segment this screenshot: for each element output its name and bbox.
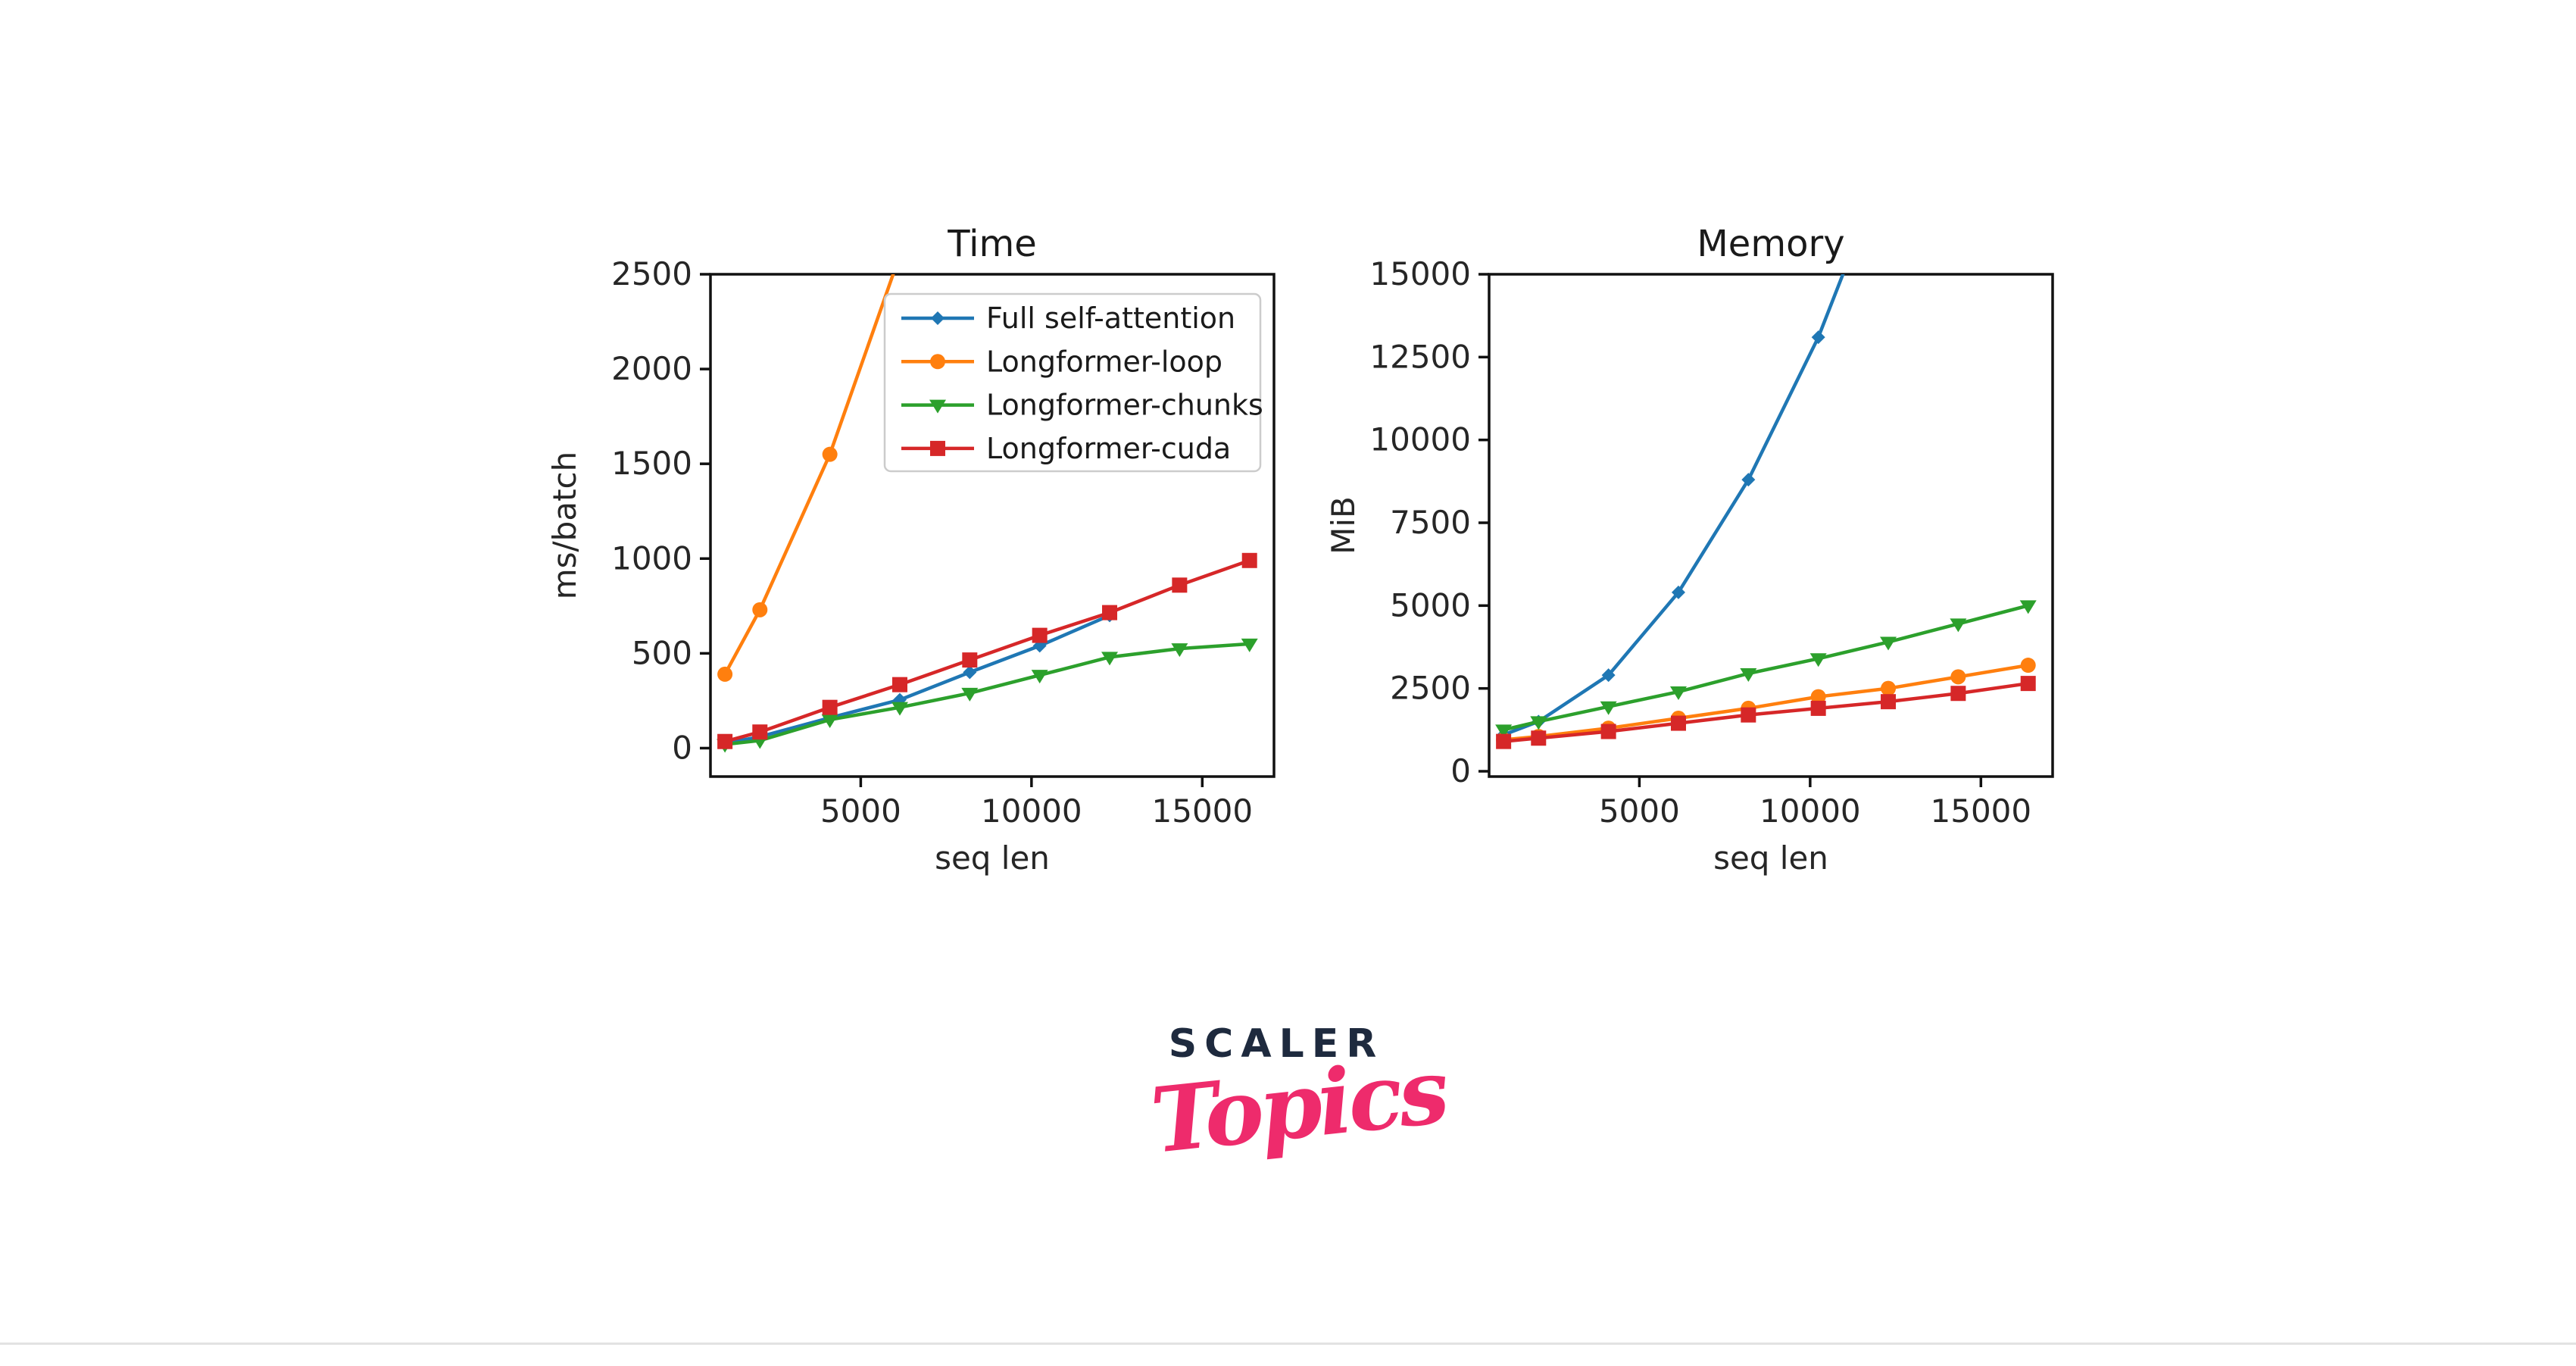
x-axis-label: seq len	[935, 839, 1050, 877]
series-full-self-attention-marker	[963, 665, 977, 680]
y-tick-label: 12500	[1369, 338, 1471, 375]
series-longformer-chunks-marker	[1530, 716, 1547, 730]
scaler-topics-logo: SCALER Topics	[1147, 1021, 1450, 1214]
series-longformer-chunks-marker	[1241, 638, 1258, 652]
y-axis-label: ms/batch	[546, 452, 583, 600]
series-longformer-cuda-marker	[1670, 715, 1686, 731]
series-longformer-cuda-marker	[717, 733, 733, 749]
legend-full-self-attention-marker	[931, 311, 945, 325]
scaler-wordmark: SCALER	[1168, 1021, 1385, 1067]
series-longformer-loop-line	[1503, 663, 2029, 742]
y-tick-label: 2500	[611, 255, 692, 292]
legend-longformer-loop-marker	[930, 354, 945, 370]
plot-area	[717, 248, 1258, 753]
series-longformer-chunks-marker	[1101, 652, 1119, 666]
series-longformer-loop-marker	[752, 602, 768, 617]
series-longformer-chunks-marker	[821, 714, 838, 728]
y-tick-label: 0	[1450, 752, 1471, 789]
y-tick-label: 0	[672, 729, 692, 766]
y-tick-label: 7500	[1390, 504, 1471, 541]
memory-chart: Memory seq len MiB 5000 10000 15000 0 2500 5000 7…	[1325, 152, 2054, 877]
series-longformer-chunks-line	[1503, 604, 2029, 732]
legend-longformer-cuda-label: Longformer-cuda	[986, 432, 1231, 465]
time-chart: Time seq len ms/batch 5000 10000 15000 0 500 100…	[546, 223, 1276, 877]
x-axis-label: seq len	[1713, 839, 1828, 877]
series-full-self-attention-marker	[1671, 585, 1685, 599]
x-tick-label: 15000	[1931, 792, 2032, 830]
series-longformer-loop-marker	[892, 248, 907, 263]
series-longformer-chunks-line	[724, 642, 1250, 746]
y-tick-label: 5000	[1390, 586, 1471, 624]
topics-wordmark: Topics	[1146, 1038, 1450, 1174]
series-longformer-chunks-marker	[891, 702, 908, 716]
series-longformer-cuda-marker	[822, 699, 838, 715]
y-tick-label: 2500	[1390, 670, 1471, 707]
series-full-self-attention-marker	[1881, 152, 1895, 165]
y-tick-label: 500	[632, 634, 692, 671]
series-longformer-cuda-marker	[1950, 686, 1966, 702]
legend-longformer-chunks-label: Longformer-chunks	[986, 389, 1263, 422]
bottom-divider-line	[0, 1343, 2576, 1345]
legend-longformer-chunks-marker	[929, 399, 946, 414]
series-longformer-cuda-marker	[1810, 700, 1826, 716]
legend-full-self-attention-label: Full self-attention	[986, 302, 1235, 335]
legend-box	[883, 292, 1262, 473]
series-longformer-cuda-marker	[1531, 730, 1547, 746]
plot-area	[1495, 152, 2037, 749]
series-longformer-chunks-marker	[1740, 667, 1757, 682]
legend-longformer-cuda-marker	[930, 440, 945, 456]
series-longformer-chunks-marker	[1950, 618, 1967, 633]
x-tick-label: 5000	[820, 792, 901, 830]
series-longformer-loop-marker	[1810, 689, 1826, 705]
series-full-self-attention-marker	[1811, 330, 1825, 345]
series-longformer-cuda-marker	[1741, 707, 1756, 723]
series-longformer-cuda-marker	[1600, 724, 1616, 739]
y-tick-label: 2000	[611, 350, 692, 387]
series-longformer-loop-marker	[717, 666, 733, 682]
legend-longformer-loop-label: Longformer-loop	[986, 345, 1222, 378]
plot-frame	[1488, 273, 2054, 778]
series-longformer-loop-marker	[822, 446, 838, 462]
series-longformer-cuda-marker	[1102, 605, 1118, 620]
series-longformer-loop-marker	[1881, 680, 1897, 696]
series-longformer-loop-line	[723, 274, 895, 675]
chart-legend: Full self-attention Longformer-loop Longfo…	[883, 292, 1263, 473]
series-longformer-chunks-marker	[1669, 686, 1687, 701]
x-tick-label: 10000	[1759, 792, 1861, 830]
series-longformer-chunks-marker	[1600, 701, 1617, 715]
series-longformer-loop-marker	[1950, 669, 1966, 685]
series-longformer-cuda-marker	[962, 652, 978, 668]
series-longformer-chunks-marker	[2019, 600, 2037, 614]
series-longformer-chunks-marker	[1880, 636, 1897, 651]
series-longformer-cuda-marker	[752, 724, 768, 740]
chart-title: Time	[947, 223, 1036, 265]
series-full-self-attention-marker	[1741, 473, 1756, 487]
plot-frame	[709, 273, 1276, 778]
series-longformer-chunks-marker	[1171, 643, 1188, 658]
series-full-self-attention-marker	[1601, 668, 1616, 683]
y-tick-label: 1000	[611, 539, 692, 577]
series-longformer-chunks-marker	[1495, 724, 1513, 739]
x-tick-label: 5000	[1599, 792, 1680, 830]
series-longformer-cuda-marker	[1241, 552, 1257, 568]
series-longformer-cuda-marker	[1032, 627, 1048, 643]
series-longformer-cuda-marker	[1496, 733, 1512, 749]
series-longformer-chunks-marker	[961, 687, 979, 702]
series-longformer-cuda-marker	[1881, 694, 1897, 710]
y-tick-label: 1500	[611, 445, 692, 482]
y-axis-label: MiB	[1325, 496, 1362, 555]
chart-title: Memory	[1697, 223, 1844, 265]
series-longformer-cuda-marker	[2020, 676, 2036, 692]
y-tick-label: 10000	[1369, 421, 1471, 458]
x-tick-label: 15000	[1152, 792, 1254, 830]
x-tick-label: 10000	[981, 792, 1082, 830]
series-longformer-cuda-marker	[1172, 577, 1188, 593]
y-tick-label: 15000	[1369, 255, 1471, 292]
series-longformer-loop-marker	[2020, 658, 2036, 674]
series-longformer-chunks-marker	[1809, 653, 1827, 667]
series-longformer-chunks-marker	[1031, 670, 1048, 684]
series-longformer-cuda-marker	[891, 677, 907, 692]
